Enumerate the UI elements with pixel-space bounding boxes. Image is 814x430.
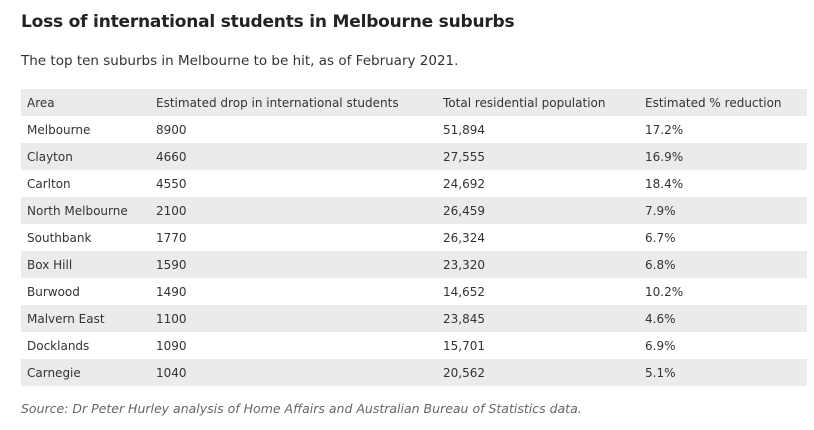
data-table: Area Estimated drop in international stud… <box>21 89 807 386</box>
table-cell: 20,562 <box>443 365 485 380</box>
table-cell: 2100 <box>156 203 187 218</box>
table-cell: 26,459 <box>443 203 485 218</box>
subtitle: The top ten suburbs in Melbourne to be h… <box>21 53 459 69</box>
table-cell: 16.9% <box>645 149 684 164</box>
table-cell: 4550 <box>156 176 187 191</box>
table-cell: 10.2% <box>645 284 684 299</box>
table-cell: 27,555 <box>443 149 485 164</box>
table-cell: 26,324 <box>443 230 485 245</box>
table-body: Melbourne 8900 51,894 17.2% Clayton 4660 27,55… <box>21 116 807 386</box>
table-cell: Carlton <box>27 176 71 191</box>
table-cell: 1590 <box>156 257 187 272</box>
table-cell: Southbank <box>27 230 92 245</box>
table-row: Burwood 1490 14,652 10.2% <box>21 278 807 305</box>
column-header: Area <box>27 95 55 110</box>
table-cell: 18.4% <box>645 176 684 191</box>
header-row: Area Estimated drop in international stud… <box>21 89 807 116</box>
table-row: Carnegie 1040 20,562 5.1% <box>21 359 807 386</box>
column-header: Estimated % reduction <box>645 95 782 110</box>
table-cell: 1040 <box>156 365 187 380</box>
table-cell: 51,894 <box>443 122 485 137</box>
table-cell: 7.9% <box>645 203 676 218</box>
table-cell: 14,652 <box>443 284 485 299</box>
table-cell: 1490 <box>156 284 187 299</box>
table-cell: 4.6% <box>645 311 676 326</box>
column-header: Total residential population <box>443 95 606 110</box>
table-row: Carlton 4550 24,692 18.4% <box>21 170 807 197</box>
table-cell: 1770 <box>156 230 187 245</box>
table-row: Box Hill 1590 23,320 6.8% <box>21 251 807 278</box>
source-note: Source: Dr Peter Hurley analysis of Home… <box>21 401 582 416</box>
table-cell: 8900 <box>156 122 187 137</box>
table-cell: 6.9% <box>645 338 676 353</box>
table-cell: Melbourne <box>27 122 91 137</box>
table-row: Clayton 4660 27,555 16.9% <box>21 143 807 170</box>
table-cell: 1100 <box>156 311 187 326</box>
table-row: Southbank 1770 26,324 6.7% <box>21 224 807 251</box>
table-cell: 17.2% <box>645 122 684 137</box>
table-row: Melbourne 8900 51,894 17.2% <box>21 116 807 143</box>
table-cell: Docklands <box>27 338 90 353</box>
table-cell: Malvern East <box>27 311 105 326</box>
table-cell: 6.8% <box>645 257 676 272</box>
table-cell: 5.1% <box>645 365 676 380</box>
table-cell: 1090 <box>156 338 187 353</box>
table-cell: 24,692 <box>443 176 485 191</box>
table-cell: Box Hill <box>27 257 73 272</box>
table-row: Malvern East 1100 23,845 4.6% <box>21 305 807 332</box>
table-cell: 15,701 <box>443 338 485 353</box>
table-cell: 23,845 <box>443 311 485 326</box>
table-row: Docklands 1090 15,701 6.9% <box>21 332 807 359</box>
table-cell: 23,320 <box>443 257 485 272</box>
table-cell: Carnegie <box>27 365 81 380</box>
table-cell: Burwood <box>27 284 80 299</box>
table-cell: 6.7% <box>645 230 676 245</box>
table-row: North Melbourne 2100 26,459 7.9% <box>21 197 807 224</box>
table-cell: 4660 <box>156 149 187 164</box>
table-cell: North Melbourne <box>27 203 128 218</box>
table-cell: Clayton <box>27 149 73 164</box>
column-header: Estimated drop in international students <box>156 95 399 110</box>
title: Loss of international students in Melbou… <box>21 12 515 32</box>
